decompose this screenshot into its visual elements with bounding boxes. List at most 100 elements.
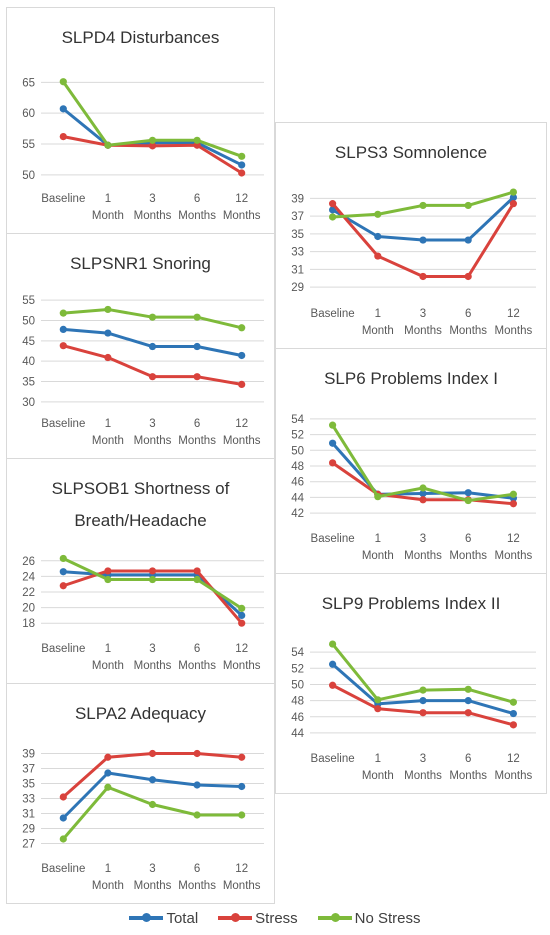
data-point-stress	[148, 749, 157, 758]
data-point-no-stress	[193, 811, 201, 819]
y-tick-label: 24	[22, 571, 35, 583]
x-tick-label: 1	[375, 753, 381, 765]
y-tick-label: 50	[291, 679, 304, 691]
data-point-total	[59, 814, 67, 822]
data-point-total	[148, 776, 157, 784]
x-tick-label: Months	[134, 660, 172, 672]
y-tick-label: 48	[291, 461, 304, 473]
data-point-stress	[464, 709, 472, 717]
chart-title: SLPSNR1 Snoring	[70, 254, 211, 273]
y-tick-label: 50	[291, 445, 304, 457]
legend-label-stress: Stress	[255, 909, 298, 927]
chart-panel-slp6: SLP6 Problems Index I 42 44 46 48 50 52 54 Basel…	[275, 348, 547, 574]
legend-item-stress: Stress	[218, 910, 298, 927]
chart-title: SLPD4 Disturbances	[61, 28, 220, 47]
y-tick-label: 54	[291, 647, 304, 659]
data-point-total	[464, 697, 472, 705]
x-tick-label: Months	[223, 880, 261, 892]
x-tick-label: Months	[223, 435, 261, 447]
data-point-stress	[329, 459, 337, 467]
chart-panel-slpsob1: SLPSOB1 Shortness of Breath/Headache 18 20 2…	[6, 458, 275, 684]
data-point-no-stress	[59, 554, 67, 563]
x-tick-label: 1	[105, 863, 111, 875]
data-point-no-stress	[104, 575, 112, 584]
y-tick-label: 46	[291, 477, 304, 489]
data-point-stress	[238, 380, 246, 389]
data-point-no-stress	[509, 188, 517, 196]
x-tick-label: Months	[223, 660, 261, 672]
x-tick-label: Baseline	[41, 863, 85, 875]
data-point-stress	[329, 200, 337, 208]
chart-panel-slp9: SLP9 Problems Index II 44 46 48 50 52 54 Baseli…	[275, 573, 547, 794]
data-point-total	[329, 439, 337, 447]
y-tick-label: 39	[291, 193, 304, 205]
y-tick-label: 31	[22, 809, 35, 821]
x-tick-label: 12	[235, 418, 248, 430]
data-point-stress	[59, 342, 67, 350]
y-tick-label: 26	[22, 556, 35, 568]
y-tick-label: 18	[22, 618, 35, 630]
data-point-stress	[329, 681, 337, 689]
y-tick-label: 48	[291, 696, 304, 708]
data-point-total	[238, 351, 246, 360]
x-tick-label: 6	[465, 308, 471, 320]
data-point-stress	[148, 142, 157, 150]
y-tick-label: 30	[22, 397, 35, 409]
data-point-no-stress	[509, 698, 517, 706]
chart-panel-slpd4: SLPD4 Disturbances 50 55 60 65 Baseline 1 Month…	[6, 7, 275, 234]
legend-item-total: Total	[129, 910, 198, 927]
x-tick-label: 12	[507, 308, 520, 320]
data-point-total	[238, 611, 246, 619]
data-point-stress	[509, 721, 517, 729]
x-tick-label: Months	[495, 550, 533, 562]
x-tick-label: Month	[92, 880, 124, 892]
chart-plot: 42 44 46 48 50 52 54 Baseline 1 Month 3 Months 6 Mont…	[291, 414, 536, 562]
chart-panel-slpa2: SLPA2 Adequacy 27 29 31 33 35 37 39 Baseline 1 Mon…	[6, 683, 275, 904]
x-tick-label: 3	[149, 863, 155, 875]
data-point-no-stress	[238, 152, 246, 160]
chart-plot: 27 29 31 33 35 37 39 Baseline 1 Month 3 Months 6 Mont…	[22, 749, 264, 892]
data-point-no-stress	[374, 210, 382, 218]
y-tick-label: 44	[291, 728, 304, 740]
data-point-no-stress	[148, 313, 157, 321]
legend-label-total: Total	[166, 909, 199, 927]
x-tick-label: Months	[404, 770, 442, 782]
y-tick-label: 20	[22, 603, 35, 615]
y-tick-label: 55	[22, 139, 35, 151]
data-point-no-stress	[193, 136, 201, 144]
y-tick-label: 29	[22, 824, 35, 836]
x-tick-label: Baseline	[311, 753, 355, 765]
chart-plot: 44 46 48 50 52 54 Baseline 1 Month 3 Months 6 Months…	[291, 640, 536, 782]
x-tick-label: Months	[449, 770, 487, 782]
x-tick-label: Baseline	[41, 643, 85, 655]
x-tick-label: 3	[149, 418, 155, 430]
data-point-stress	[509, 500, 517, 508]
legend-swatch-total	[129, 913, 164, 922]
x-tick-label: Month	[362, 550, 394, 562]
x-tick-label: 6	[465, 753, 471, 765]
chart-plot: 30 35 40 45 50 55 Baseline 1 Month 3 Months 6 Months…	[22, 295, 264, 447]
x-tick-label: Baseline	[41, 193, 85, 205]
data-point-total	[509, 193, 517, 202]
data-point-stress	[104, 353, 112, 362]
x-tick-label: Months	[449, 325, 487, 337]
data-point-total	[193, 342, 201, 351]
legend-swatch-stress	[218, 913, 253, 922]
y-tick-label: 65	[22, 77, 35, 89]
y-tick-label: 40	[22, 356, 35, 368]
x-tick-label: 1	[105, 193, 111, 205]
y-tick-label: 33	[291, 247, 304, 259]
y-tick-label: 35	[22, 377, 35, 389]
data-point-no-stress	[238, 604, 246, 612]
chart-title: SLP9 Problems Index II	[321, 594, 501, 613]
data-point-no-stress	[374, 696, 382, 704]
x-tick-label: Baseline	[311, 308, 355, 320]
data-point-no-stress	[419, 686, 427, 694]
chart-plot: 50 55 60 65 Baseline 1 Month 3 Months 6 Months 12 Mo…	[22, 77, 264, 222]
data-point-no-stress	[464, 496, 472, 505]
x-tick-label: Months	[178, 880, 216, 892]
data-point-total	[419, 489, 427, 498]
legend-label-no-stress: No Stress	[354, 909, 421, 927]
y-tick-label: 39	[22, 749, 35, 761]
x-tick-label: 3	[420, 308, 426, 320]
